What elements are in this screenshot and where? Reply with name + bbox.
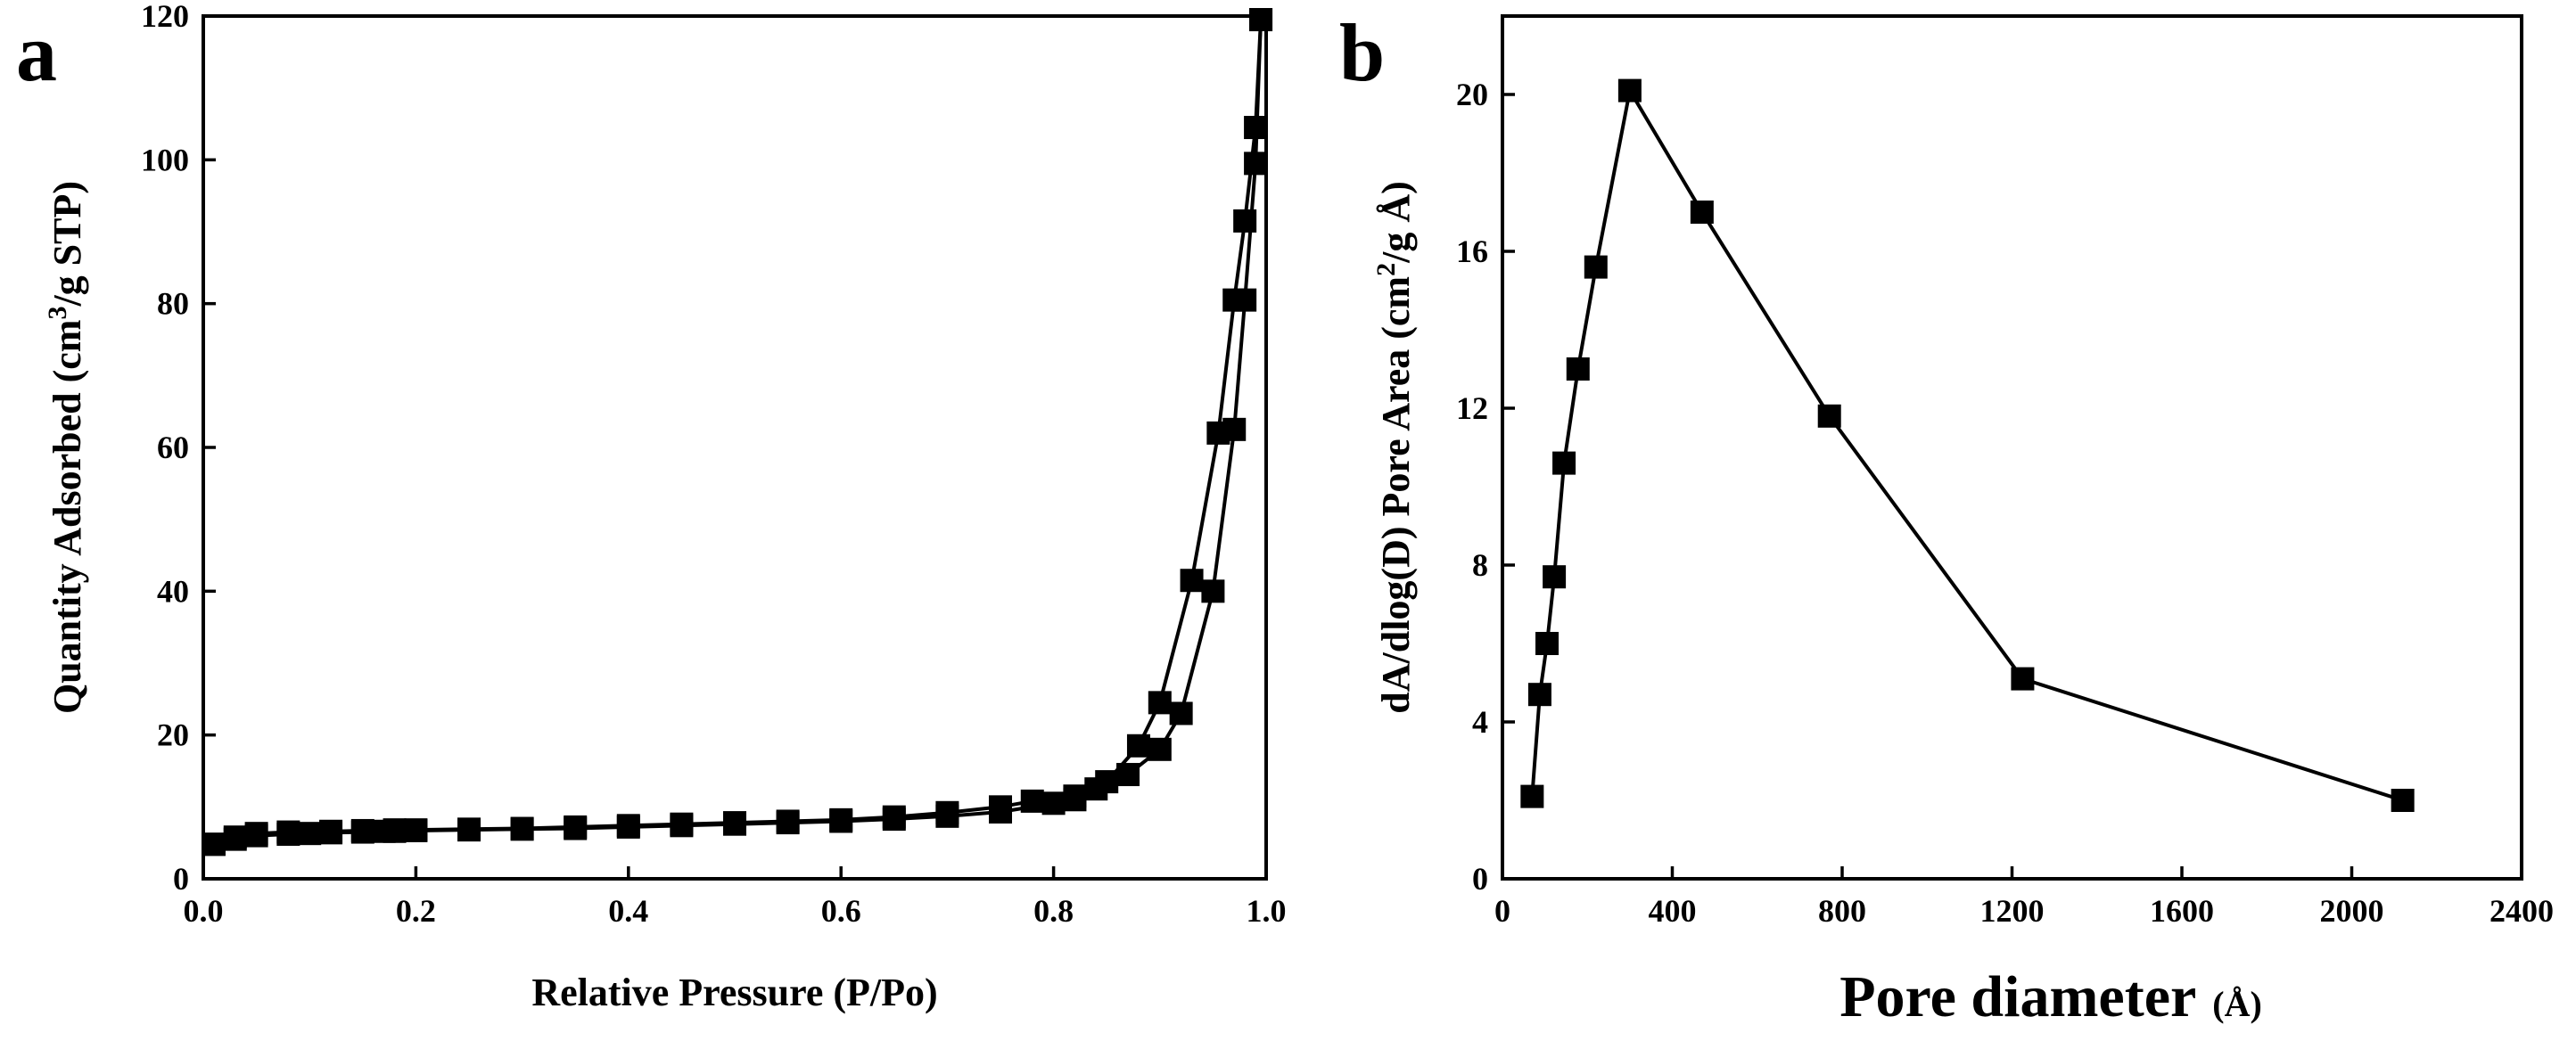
panel-b-data-point [1535, 632, 1560, 655]
panel-a-data-point [1244, 152, 1268, 176]
panel-b-y-tick-label: 20 [1456, 77, 1488, 112]
panel-b-y-axis-title-main: dA/dlog(D) Pore Area (cm [1374, 276, 1418, 714]
panel-b-x-tick-label: 1200 [1980, 893, 2045, 929]
panel-b-data-point [2011, 667, 2035, 691]
panel-b-data-point [1543, 565, 1567, 589]
panel-a-x-tick-label: 0.8 [1033, 893, 1074, 929]
panel-b-y-axis-title-superscript: 2 [1371, 263, 1401, 276]
panel-a-data-point [404, 818, 428, 842]
panel-a-x-tick-label: 0.0 [184, 893, 224, 929]
panel-a-series-line-adsorption [213, 19, 1263, 847]
panel-a-data-point [882, 805, 906, 829]
panel-a-data-point [1206, 421, 1230, 445]
panel-a-data-point [776, 809, 800, 833]
panel-a-data-point [935, 800, 959, 824]
panel-a-plot-frame [202, 14, 1268, 881]
panel-a-y-tick-label: 20 [157, 717, 189, 753]
panel-a-series [202, 8, 1273, 857]
panel-a-y-tick-label: 60 [157, 430, 189, 465]
panel-a-data-point [1180, 569, 1204, 593]
panel-a-data-point [564, 815, 588, 839]
panel-a-series-line-desorption [213, 19, 1263, 847]
panel-a-data-point [723, 811, 746, 835]
panel-a-label: a [16, 7, 57, 98]
panel-b-pore-distribution-chart: b 0 400 800 1200 1600 2000 2400 0 4 8 12 16 20 Pore … [1339, 7, 2554, 1029]
panel-b-y-tick-label: 4 [1472, 704, 1488, 740]
panel-b-x-tick-label: 2400 [2490, 893, 2554, 929]
panel-a-data-point [1222, 288, 1247, 312]
panel-a-data-point [223, 825, 247, 849]
panel-a-data-point [989, 795, 1012, 819]
panel-a-data-point [1095, 770, 1119, 794]
panel-a-y-axis-title-tail: /g STP) [45, 181, 89, 307]
panel-b-data-point [1690, 201, 1714, 224]
panel-a-x-tick-label: 0.6 [821, 893, 861, 929]
panel-b-series-line-pore-area-distribution [1530, 86, 2404, 802]
panel-b-data-point [1552, 451, 1576, 475]
panel-a-data-point [616, 814, 640, 838]
panel-b-x-axis-title-main: Pore diameter [1839, 964, 2196, 1029]
panel-b-data-point [1566, 357, 1590, 381]
panel-b-x-axis-unit: (Å) [2212, 984, 2262, 1024]
panel-b-y-axis-title: dA/dlog(D) Pore Area (cm2/g Å) [1371, 181, 1418, 714]
panel-a-ticks: 0.0 0.2 0.4 0.6 0.8 1.0 0 20 40 60 80 100 120 [141, 0, 1287, 929]
panel-b-x-axis-title: Pore diameter (Å) [1839, 964, 2262, 1029]
panel-a-data-point [319, 819, 343, 843]
panel-a-data-point [276, 820, 300, 844]
panel-a-data-point [1148, 691, 1172, 715]
panel-a-y-tick-label: 80 [157, 286, 189, 322]
panel-b-y-tick-label: 8 [1472, 547, 1488, 583]
panel-a-x-axis-title: Relative Pressure (P/Po) [531, 971, 937, 1014]
panel-b-x-tick-label: 0 [1494, 893, 1510, 929]
panel-a-y-tick-label: 0 [173, 861, 189, 897]
panel-a-x-tick-label: 0.2 [396, 893, 436, 929]
panel-a-data-point [383, 818, 407, 842]
panel-b-y-tick-label: 12 [1456, 390, 1488, 426]
panel-b-x-tick-label: 2000 [2320, 893, 2384, 929]
panel-b-ticks: 0 400 800 1200 1600 2000 2400 0 4 8 12 16 20 [1456, 77, 2554, 929]
panel-b-data-point [1527, 683, 1551, 707]
panel-b-x-tick-label: 400 [1649, 893, 1697, 929]
panel-a-data-point [350, 818, 374, 842]
panel-a-data-point [1249, 8, 1273, 32]
panel-b-data-point [1617, 78, 1642, 102]
panel-a-data-point [1063, 784, 1087, 808]
panel-b-series [1520, 78, 2415, 812]
panel-a-data-point [1041, 791, 1066, 816]
panel-b-label: b [1339, 7, 1385, 98]
panel-b-y-tick-label: 16 [1456, 234, 1488, 269]
panel-a-data-point [1148, 737, 1172, 761]
panel-a-data-point [457, 817, 481, 841]
panel-a-data-point [1244, 116, 1268, 140]
panel-a-y-axis-title-superscript: 3 [43, 307, 72, 320]
panel-a-data-point [670, 812, 694, 836]
panel-a-y-axis-title: Quantity Adsorbed (cm3/g STP) [43, 181, 89, 714]
panel-a-data-point [1233, 209, 1257, 233]
panel-a-x-tick-label: 0.4 [608, 893, 648, 929]
panel-b-y-tick-label: 0 [1472, 861, 1488, 897]
panel-a-data-point [1169, 701, 1193, 725]
panel-a-y-tick-label: 40 [157, 573, 189, 609]
panel-b-x-tick-label: 800 [1818, 893, 1866, 929]
panel-a-data-point [1020, 789, 1044, 813]
panel-b-data-point [1584, 255, 1608, 279]
panel-a-y-tick-label: 100 [141, 142, 189, 177]
panel-a-isotherm-chart: a 0.0 0.2 0.4 0.6 0.8 1.0 0 20 40 60 80 100 120 Rela… [16, 0, 1287, 1014]
panel-a-y-tick-label: 120 [141, 0, 189, 34]
panel-a-data-point [244, 822, 268, 846]
panel-b-data-point [2391, 789, 2415, 812]
panel-b-x-tick-label: 1600 [2150, 893, 2214, 929]
panel-a-y-axis-title-main: Quantity Adsorbed (cm [45, 320, 89, 714]
panel-a-data-point [1201, 579, 1225, 603]
panel-b-y-axis-title-tail: /g Å) [1374, 181, 1418, 264]
panel-a-data-point [510, 816, 534, 840]
panel-a-data-point [202, 832, 226, 857]
panel-a-data-point [1126, 734, 1150, 758]
panel-b-data-point [1520, 784, 1544, 808]
panel-b-plot-frame [1501, 14, 2523, 881]
panel-b-data-point [1817, 404, 1841, 428]
panel-a-x-tick-label: 1.0 [1247, 893, 1287, 929]
panel-a-data-point [829, 807, 853, 832]
